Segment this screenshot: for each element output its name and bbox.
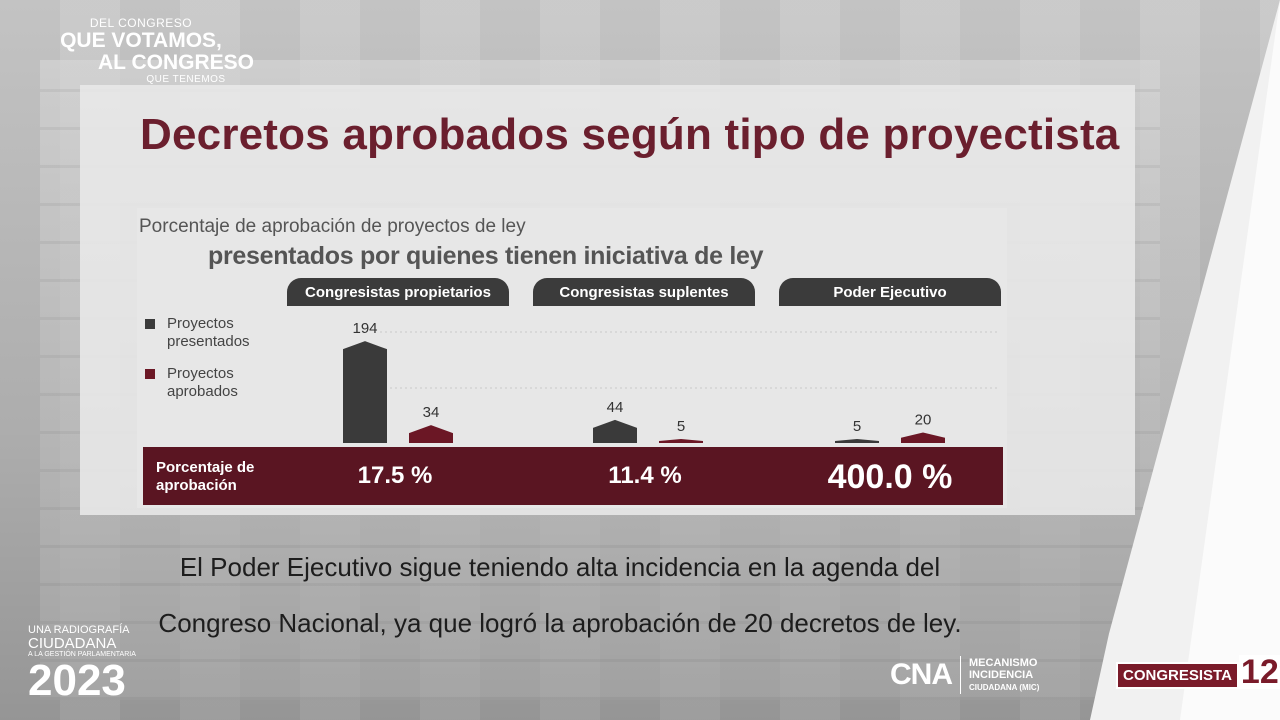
data-label-approved-3: 20: [915, 412, 932, 429]
category-tab-2: Congresistas suplentes: [533, 278, 755, 306]
percentage-value-3: 400.0 %: [827, 458, 953, 496]
percentage-band: [143, 447, 1003, 505]
legend-swatch-approved: [145, 369, 155, 379]
chart-subtitle-1: Porcentaje de aprobación de proyectos de…: [139, 216, 526, 237]
legend-label-approved: Proyectos aprobados: [167, 365, 238, 400]
caption-line-2: Congreso Nacional, ya que logró la aprob…: [158, 608, 962, 638]
caption-line-1: El Poder Ejecutivo sigue teniendo alta i…: [179, 552, 941, 582]
top-logo-line3: AL CONGRESO: [98, 51, 254, 74]
data-label-presented-1: 194: [352, 320, 377, 337]
cna-mark: CNA: [890, 658, 953, 691]
top-left-logo: DEL CONGRESO QUE VOTAMOS, AL CONGRESO QU…: [28, 16, 254, 85]
page-title: Decretos aprobados según tipo de proyect…: [140, 110, 1120, 159]
bar-presented-2: [593, 419, 637, 443]
top-logo-line1: DEL CONGRESO: [89, 16, 193, 30]
congresista-number: 129: [1238, 655, 1280, 689]
top-logo-line4: QUE TENEMOS: [146, 74, 226, 85]
category-tab-3: Poder Ejecutivo: [779, 278, 1001, 306]
congresista-logo: CONGRESISTA 129: [1116, 655, 1280, 689]
top-logo-line2: QUE VOTAMOS,: [60, 29, 222, 52]
percentage-row-label: Porcentaje de aprobación: [156, 459, 255, 494]
percentage-value-2: 11.4 %: [608, 462, 682, 489]
data-label-approved-1: 34: [423, 404, 440, 421]
legend-label-presented: Proyectos presentados: [167, 315, 250, 350]
bl-logo-line2: CIUDADANA: [28, 635, 117, 652]
cna-text: MECANISMO INCIDENCIA CIUDADANA (MIC): [969, 657, 1039, 694]
category-tab-1: Congresistas propietarios: [287, 278, 509, 306]
data-label-presented-2: 44: [607, 399, 624, 416]
legend-swatch-presented: [145, 319, 155, 329]
bar-approved-3: [901, 432, 945, 443]
chart-subtitle-2: presentados por quienes tienen iniciativ…: [208, 242, 764, 270]
cna-line2: INCIDENCIA: [969, 668, 1034, 681]
cna-logo: CNA MECANISMO INCIDENCIA CIUDADANA (MIC): [890, 656, 1039, 694]
cna-line3: CIUDADANA (MIC): [969, 682, 1040, 692]
bottom-left-logo: UNA RADIOGRAFÍA CIUDADANA A LA GESTIÓN P…: [28, 625, 136, 703]
cna-separator: [960, 656, 961, 694]
data-label-presented-3: 5: [853, 418, 861, 435]
bar-presented-3: [835, 439, 879, 443]
bar-presented-1: [343, 341, 387, 443]
cna-line1: MECANISMO: [969, 656, 1038, 669]
congresista-name: CONGRESISTA: [1116, 662, 1239, 689]
bl-logo-line3: A LA GESTIÓN PARLAMENTARIA: [28, 651, 136, 658]
bar-approved-2: [659, 439, 703, 443]
bar-approved-1: [409, 425, 453, 443]
bl-logo-line1: UNA RADIOGRAFÍA: [28, 624, 130, 636]
percentage-value-1: 17.5 %: [357, 462, 433, 489]
data-label-approved-2: 5: [677, 418, 685, 435]
bl-logo-year: 2023: [28, 656, 126, 705]
